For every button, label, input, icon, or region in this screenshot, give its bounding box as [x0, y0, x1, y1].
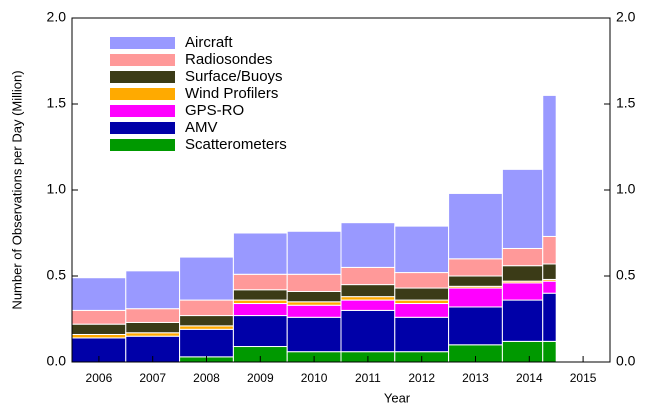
bar-segment [542, 263, 557, 280]
bar-segment [71, 333, 127, 339]
legend-label: Scatterometers [185, 136, 287, 153]
bar-segment [501, 247, 544, 267]
x-tick-label: 2010 [301, 371, 328, 385]
x-tick-label: 2014 [516, 371, 543, 385]
bar-segment [232, 289, 288, 301]
x-tick-label: 2007 [139, 371, 166, 385]
bar-segment [179, 315, 234, 327]
bar-segment [340, 296, 396, 301]
legend-label: Surface/Buoys [185, 68, 283, 85]
bar-segment [179, 299, 234, 317]
x-tick-label: 2008 [193, 371, 220, 385]
bar-segment [286, 230, 342, 275]
bar-segment [394, 303, 450, 318]
bar-segment [448, 306, 503, 346]
bar-segment [394, 272, 450, 289]
legend-swatch [110, 122, 175, 134]
bar-segment [501, 299, 544, 342]
bar-segment [340, 284, 396, 298]
y2-tick-label: 1.0 [616, 181, 636, 197]
bar-segment [71, 277, 127, 311]
legend-swatch [110, 88, 175, 100]
bar-segment [542, 94, 557, 237]
bar-segment [448, 287, 503, 308]
bar-segment [125, 270, 181, 310]
legend-label: Wind Profilers [185, 85, 278, 102]
y2-tick-label: 0.5 [616, 267, 636, 283]
bar-segment [542, 235, 557, 265]
bar-segment [340, 266, 396, 286]
y-tick-label: 2.0 [47, 9, 67, 25]
y-tick-label: 1.0 [47, 181, 67, 197]
bar-segment [501, 265, 544, 282]
legend-swatch [110, 37, 175, 49]
bar-segment [286, 316, 342, 353]
bar-segment [542, 292, 557, 342]
x-axis-label: Year [384, 390, 411, 405]
bar-segment [71, 323, 127, 335]
legend-label: AMV [185, 119, 218, 136]
x-tick-label: 2011 [355, 371, 381, 385]
y2-tick-label: 2.0 [616, 9, 636, 25]
bar-segment [232, 273, 288, 291]
bar-segment [232, 232, 288, 275]
x-tick-label: 2013 [462, 371, 489, 385]
bar-segment [286, 273, 342, 292]
bar-segment [501, 340, 544, 363]
bar-segment [448, 258, 503, 277]
bar-segment [394, 299, 450, 305]
x-tick-label: 2006 [86, 371, 113, 385]
y-axis-label: Number of Observations per Day (Million) [9, 70, 24, 309]
bar-segment [448, 275, 503, 287]
bar-segment [179, 256, 234, 301]
legend-swatch [110, 105, 175, 117]
y-tick-label: 0.5 [47, 267, 67, 283]
y-tick-label: 1.5 [47, 95, 67, 111]
bar-segment [125, 308, 181, 323]
bar-segment [448, 192, 503, 260]
x-tick-label: 2015 [570, 371, 597, 385]
bar-segment [340, 309, 396, 353]
bar-segment [286, 301, 342, 306]
legend-swatch [110, 71, 175, 83]
bar-segment [501, 282, 544, 301]
legend-label: Radiosondes [185, 51, 273, 68]
bar-segment [394, 287, 450, 301]
bar-segment [501, 168, 544, 249]
y2-tick-label: 0.0 [616, 353, 636, 369]
bar-segment [179, 328, 234, 358]
bar-segment [125, 332, 181, 337]
bar-segment [71, 309, 127, 325]
x-tick-label: 2009 [247, 371, 274, 385]
bar-segment [232, 299, 288, 305]
bar-segment [232, 315, 288, 348]
bar-segment [394, 225, 450, 274]
bar-segment [542, 340, 557, 363]
bar-segment [232, 303, 288, 317]
legend-swatch [110, 54, 175, 66]
bar-segment [394, 316, 450, 353]
bar-segment [286, 304, 342, 318]
legend-label: Aircraft [185, 34, 233, 51]
y-tick-label: 0.0 [47, 353, 67, 369]
bar-segment [286, 290, 342, 303]
legend-label: GPS-RO [185, 102, 244, 119]
bar-segment [179, 325, 234, 330]
x-tick-label: 2012 [408, 371, 435, 385]
bar-segment [125, 321, 181, 334]
y2-tick-label: 1.5 [616, 95, 636, 111]
bar-segment [340, 222, 396, 268]
legend-swatch [110, 139, 175, 151]
bar-segment [542, 280, 557, 294]
bar-segment [340, 299, 396, 311]
